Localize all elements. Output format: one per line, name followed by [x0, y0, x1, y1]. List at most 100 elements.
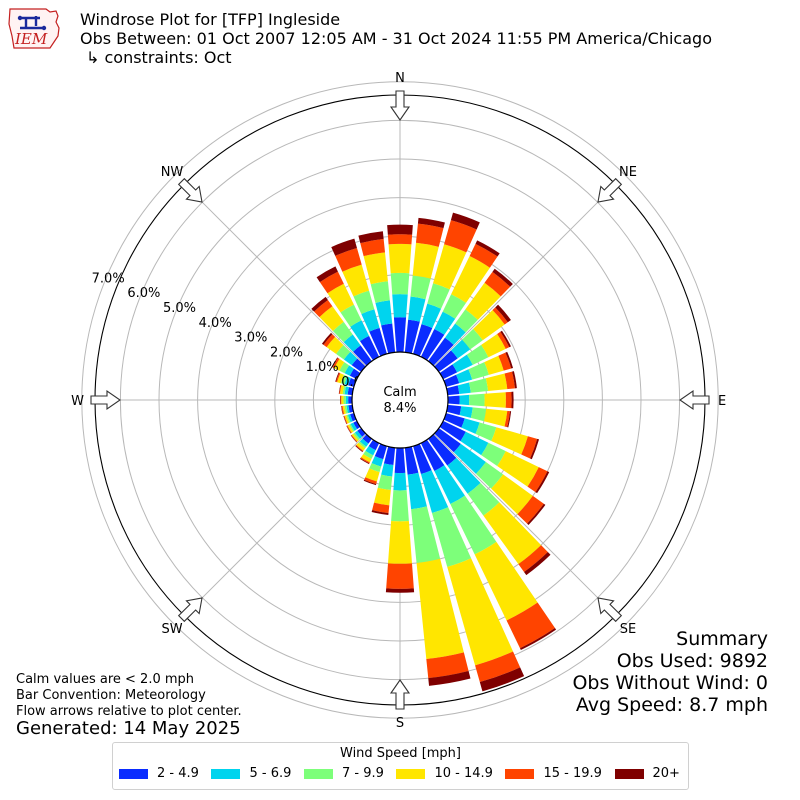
- legend-swatch: [211, 768, 241, 779]
- windrose-bar-segment: [445, 323, 466, 345]
- windrose-bar-segment: [341, 395, 344, 405]
- windrose-bar-segment: [468, 362, 489, 380]
- windrose-bar-segment: [349, 423, 355, 432]
- flow-arrow-icon: [597, 177, 623, 203]
- windrose-bar-segment: [483, 408, 508, 427]
- radial-tick-label: 3.0%: [234, 331, 267, 346]
- flow-arrow-icon: [597, 597, 623, 623]
- windrose-bar-segment: [343, 415, 348, 424]
- windrose-bar-segment: [481, 333, 506, 358]
- compass-labels: N NE E SE S SW W NW: [71, 71, 726, 731]
- windrose-bar-segment: [505, 391, 512, 409]
- windrose-bar-segment: [506, 602, 555, 649]
- windrose-bar-segment: [346, 405, 350, 414]
- windrose-bar-segment: [369, 463, 382, 473]
- flow-arrows: [90, 90, 710, 710]
- windrose-bar-segment: [383, 446, 396, 466]
- windrose-bar-segment: [427, 283, 450, 309]
- legend-label: 20+: [652, 766, 680, 781]
- windrose-bar-segment: [390, 272, 410, 295]
- windrose-bar-segment: [381, 323, 396, 354]
- windrose-bar-segment: [451, 256, 490, 303]
- windrose-bar-segment: [341, 405, 345, 415]
- windrose-bar-segment: [339, 362, 350, 374]
- windrose-bar-segment: [451, 339, 471, 359]
- windrose-bar-segment: [393, 472, 407, 491]
- windrose-bar-segment: [492, 307, 508, 325]
- grid-spoke: [433, 183, 617, 367]
- windrose-bar-segment: [404, 319, 420, 354]
- windrose-bar-segment: [350, 435, 357, 443]
- windrose-bars: [311, 212, 557, 692]
- windrose-bar-segment: [377, 474, 393, 490]
- windrose-bar-segment: [465, 282, 501, 320]
- windrose-bar-segment: [453, 443, 486, 474]
- legend-label: 7 - 9.9: [341, 766, 384, 781]
- legend-swatch: [303, 768, 333, 779]
- grid-ring: [81, 81, 719, 719]
- windrose-bar-segment: [363, 252, 388, 285]
- windrose-bar-segment: [321, 332, 333, 345]
- windrose-bar-segment: [343, 334, 361, 352]
- flow-arrow-icon: [177, 177, 203, 203]
- windrose-bar-segment: [421, 303, 442, 329]
- windrose-bar-segment: [517, 495, 544, 524]
- windrose-bar-segment: [511, 391, 514, 409]
- calm-label: Calm: [383, 385, 416, 400]
- windrose-bar-segment: [353, 432, 361, 441]
- calm-note: Calm values are < 2.0 mph: [16, 672, 195, 687]
- windrose-bar-segment: [361, 309, 380, 332]
- constraints-text: ↳ constraints: Oct: [86, 48, 232, 67]
- compass-label-s: S: [396, 716, 404, 731]
- windrose-bar-segment: [524, 552, 551, 576]
- compass-label-se: SE: [620, 622, 636, 637]
- windrose-bar-segment: [527, 467, 548, 493]
- windrose-bar-segment: [426, 652, 469, 679]
- windrose-bar-segment: [462, 328, 483, 350]
- windrose-bar-segment: [483, 502, 542, 565]
- windrose-bar-segment: [338, 384, 341, 394]
- legend-label: 5 - 6.9: [249, 766, 292, 781]
- windrose-bar-segment: [431, 507, 472, 567]
- radial-tick-label: 6.0%: [127, 286, 160, 301]
- windrose-bar-segment: [527, 503, 546, 525]
- windrose-bar-segment: [323, 334, 336, 348]
- flow-arrow-icon: [389, 679, 411, 710]
- flow-arrow-icon: [679, 389, 710, 411]
- windrose-bar-segment: [446, 385, 460, 396]
- windrose-bar-segment: [410, 275, 431, 300]
- windrose-bar-segment: [355, 444, 364, 452]
- windrose-bar-segment: [439, 420, 466, 442]
- weather-station-icon: [20, 16, 44, 30]
- legend-title: Wind Speed [mph]: [340, 746, 461, 761]
- notes-block: Calm values are < 2.0 mph Bar Convention…: [16, 672, 242, 720]
- windrose-bar-segment: [420, 328, 445, 361]
- windrose-bar-segment: [342, 385, 346, 395]
- windrose-bar-segment: [446, 404, 462, 416]
- windrose-bar-segment: [485, 373, 508, 392]
- windrose-bar-segment: [346, 425, 352, 434]
- windrose-bar-segment: [347, 424, 354, 433]
- windrose-bar-segment: [369, 327, 387, 357]
- windrose-bar-segment: [447, 558, 514, 666]
- legend-swatch: [614, 768, 644, 779]
- windrose-bar-segment: [365, 468, 380, 482]
- windrose-bar-segment: [535, 471, 550, 494]
- windrose-bar-segment: [340, 395, 342, 405]
- windrose-bar-segment: [415, 223, 444, 247]
- windrose-bar-segment: [420, 470, 449, 514]
- legend-swatch: [505, 768, 535, 779]
- windrose-bar-segment: [504, 410, 510, 428]
- windrose-bar-segment: [475, 461, 504, 489]
- windrose-bar-segment: [358, 441, 367, 449]
- legend-label: 2 - 4.9: [157, 766, 199, 781]
- radial-tick-label: 2.0%: [270, 345, 303, 360]
- windrose-bar-segment: [504, 371, 515, 390]
- windrose-bar-segment: [475, 422, 497, 442]
- windrose-bar-segment: [351, 358, 366, 372]
- windrose-bar-segment: [479, 667, 525, 692]
- flow-note: Flow arrows relative to plot center.: [16, 704, 242, 719]
- windrose-bar-segment: [467, 482, 500, 516]
- windrose-bar-segment: [343, 415, 347, 425]
